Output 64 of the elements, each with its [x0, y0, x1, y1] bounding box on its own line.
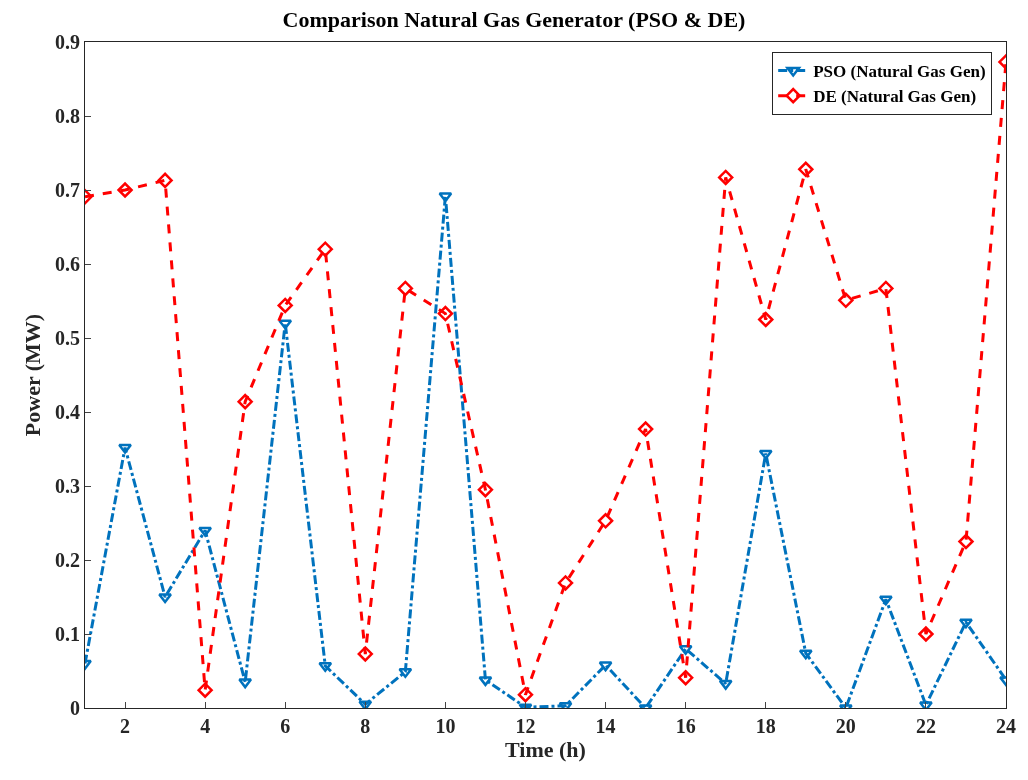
point: [478, 676, 493, 687]
point: [118, 443, 133, 454]
y-tick-label: 0.6: [55, 253, 80, 275]
y-tick-label: 0.4: [55, 401, 80, 423]
point: [958, 618, 973, 629]
y-tick-label: 0.8: [55, 105, 80, 127]
x-tick-label: 2: [120, 715, 131, 737]
point: [197, 682, 213, 698]
x-tick-label: 24: [996, 715, 1016, 737]
point: [318, 662, 333, 673]
chart-title: Comparison Natural Gas Generator (PSO & DE): [282, 7, 746, 33]
point: [158, 593, 173, 604]
point: [238, 678, 253, 689]
point: [398, 667, 413, 678]
point: [437, 305, 454, 322]
point: [237, 393, 253, 410]
point: [718, 679, 733, 690]
point: [597, 513, 614, 529]
y-tick-label: 0.1: [55, 623, 80, 645]
point: [878, 280, 894, 297]
point: [277, 297, 293, 314]
x-tick-label: 10: [435, 715, 456, 737]
x-tick-label: 4: [200, 715, 211, 737]
point: [918, 626, 934, 642]
point: [958, 533, 974, 550]
x-tick-label: 18: [755, 715, 776, 737]
point: [758, 449, 773, 460]
y-tick-label: 0.2: [55, 549, 80, 571]
y-tick-label: 0.5: [55, 327, 80, 349]
point: [517, 686, 534, 703]
point: [798, 161, 814, 178]
point: [598, 661, 613, 672]
point: [198, 526, 213, 537]
point: [757, 311, 774, 328]
x-tick-label: 16: [675, 715, 696, 737]
point: [637, 421, 654, 437]
point: [838, 292, 854, 309]
x-axis-title: Time (h): [505, 737, 586, 762]
point: [438, 192, 453, 203]
x-tick-label: 8: [360, 715, 371, 737]
point: [317, 241, 334, 257]
point: [878, 595, 893, 606]
point: [677, 669, 694, 686]
x-tick-label: 14: [595, 715, 616, 737]
x-tick-label: 6: [280, 715, 291, 737]
point: [397, 280, 414, 297]
y-tick-label: 0: [70, 697, 80, 719]
y-tick-label: 0.7: [55, 179, 80, 201]
x-tick-label: 12: [515, 715, 536, 737]
point: [157, 172, 173, 189]
x-tick-label: 22: [915, 715, 936, 737]
point: [278, 319, 293, 330]
point: [557, 575, 574, 591]
y-axis-title: Power (MW): [19, 313, 45, 437]
legend-label: PSO (Natural Gas Gen): [813, 62, 986, 82]
y-tick-label: 0.3: [55, 475, 80, 497]
x-tick-label: 20: [835, 715, 856, 737]
point: [717, 169, 734, 186]
legend-label: DE (Natural Gas Gen): [813, 87, 977, 107]
point: [477, 481, 494, 498]
point: [357, 646, 374, 662]
y-tick-label: 0.9: [55, 31, 80, 53]
point: [117, 182, 133, 198]
point: [798, 649, 813, 660]
